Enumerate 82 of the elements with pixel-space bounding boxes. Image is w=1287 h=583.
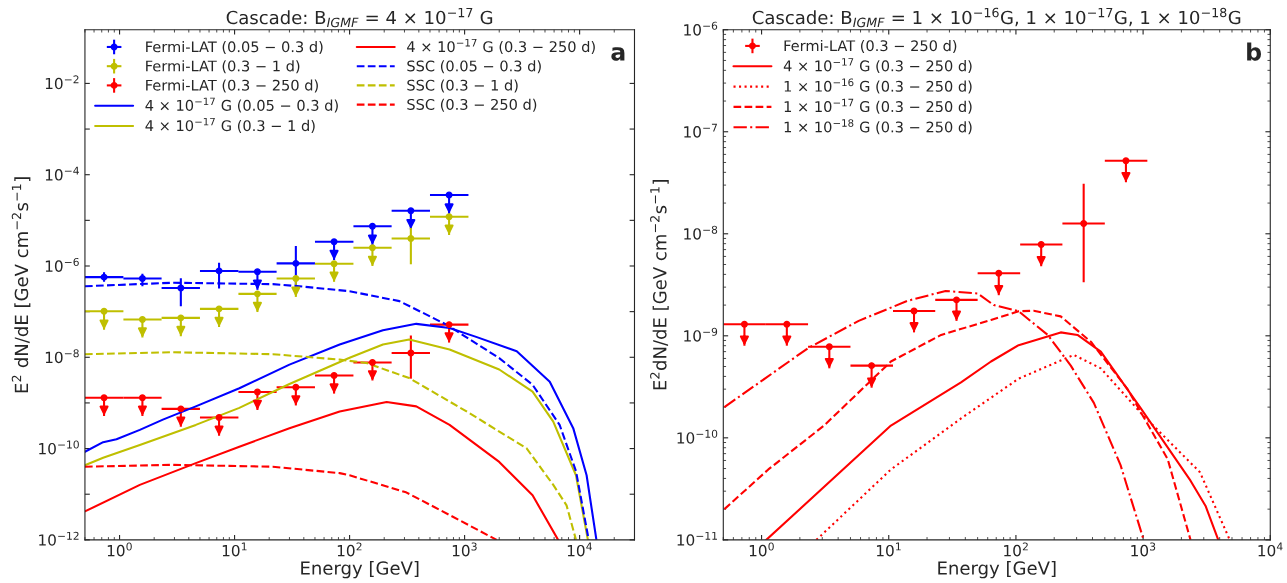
point — [215, 414, 223, 421]
point — [445, 213, 453, 221]
point — [177, 405, 185, 413]
x-tick-label: 10$^{3}$ — [452, 542, 477, 557]
y-tick-label: 10$^{−2}$ — [45, 75, 79, 90]
x-tick-label: 10$^{0}$ — [107, 542, 132, 557]
point — [1080, 220, 1088, 228]
point — [253, 388, 261, 396]
point — [292, 259, 300, 267]
point — [330, 238, 338, 246]
point — [868, 362, 876, 370]
point — [138, 275, 146, 283]
point — [783, 320, 791, 328]
point — [330, 371, 338, 379]
y-tick-label: 10$^{−9}$ — [684, 327, 718, 342]
x-tick-label: 10$^{3}$ — [1131, 542, 1156, 557]
x-axis-title: Energy [GeV] — [938, 560, 1056, 579]
y-tick-label: 10$^{−10}$ — [39, 440, 79, 455]
y-tick-label: 10$^{−6}$ — [45, 257, 79, 272]
point — [253, 290, 261, 298]
point — [368, 244, 376, 252]
point — [177, 284, 185, 292]
legend-label: Fermi-LAT (0.05 − 0.3 d) — [146, 40, 323, 54]
point — [100, 307, 108, 315]
legend-label: Fermi-LAT (0.3 − 1 d) — [146, 60, 300, 74]
point — [292, 275, 300, 283]
chart-title: Cascade: B$_{IGMF}$ = 4 × 10$^{−17}$ G — [226, 7, 493, 28]
point — [368, 358, 376, 366]
point — [407, 207, 415, 215]
legend-label: 1 × 10$^{−18}$ G (0.3 − 250 d) — [784, 119, 972, 135]
chart-title: Cascade: B$_{IGMF}$ = 1 × 10$^{−16}$G, 1 × 10$^{−17}$G, 1 × 10$^{−18}$G — [752, 7, 1241, 28]
point — [445, 191, 453, 199]
point — [995, 269, 1003, 277]
point — [407, 235, 415, 242]
legend-label: SSC (0.3 − 250 d) — [407, 98, 537, 112]
legend-label: Fermi-LAT (0.3 − 250 d) — [784, 39, 957, 53]
y-tick-label: 10$^{−6}$ — [684, 21, 718, 36]
legend-label: SSC (0.3 − 1 d) — [407, 79, 518, 93]
y-tick-label: 10$^{−11}$ — [677, 531, 717, 546]
y-tick-label: 10$^{−4}$ — [45, 166, 79, 181]
point — [292, 383, 300, 391]
legend-label: Fermi-LAT (0.3 − 250 d) — [146, 79, 318, 93]
x-axis-title: Energy [GeV] — [301, 560, 419, 579]
point — [1122, 157, 1130, 165]
x-tick-label: 10$^{1}$ — [876, 542, 901, 557]
point — [1037, 241, 1045, 248]
legend-label: 4 × 10$^{−17}$ G (0.3 − 1 d) — [145, 117, 315, 133]
y-axis-title: E$^{2}$dN/dE [GeV cm$^{−2}$s$^{−1}$] — [650, 180, 669, 390]
y-tick-label: 10$^{−12}$ — [39, 531, 79, 546]
point — [100, 394, 108, 402]
x-tick-label: 10$^{0}$ — [749, 542, 774, 557]
x-tick-label: 10$^{1}$ — [222, 542, 247, 557]
point — [138, 394, 146, 402]
legend-label: 4 × 10$^{−17}$ G (0.05 − 0.3 d) — [145, 97, 338, 113]
x-tick-label: 10$^{4}$ — [1258, 542, 1283, 557]
legend-label: 1 × 10$^{−17}$ G (0.3 − 250 d) — [784, 98, 972, 114]
x-tick-label: 10$^{2}$ — [1004, 542, 1028, 557]
legend-label: 4 × 10$^{−17}$ G (0.3 − 250 d) — [783, 58, 972, 74]
legend-label: 1 × 10$^{−16}$ G (0.3 − 250 d) — [784, 78, 972, 94]
point — [177, 314, 185, 322]
y-axis-title: E$^{2}$ dN/dE [GeV cm$^{−2}$s$^{−1}$] — [11, 177, 31, 393]
point — [740, 320, 748, 328]
point — [138, 316, 146, 324]
point — [825, 343, 833, 351]
point — [330, 260, 338, 268]
annotation: b — [1247, 42, 1262, 61]
y-tick-label: 10$^{−8}$ — [684, 225, 718, 240]
point — [445, 321, 453, 329]
y-tick-label: 10$^{−10}$ — [677, 429, 718, 444]
y-tick-label: 10$^{−8}$ — [45, 349, 79, 364]
point — [215, 267, 223, 275]
y-tick-label: 10$^{−7}$ — [684, 123, 717, 138]
annotation: a — [611, 47, 625, 61]
point — [953, 296, 960, 304]
point — [253, 268, 261, 276]
legend-label: 4 × 10$^{−17}$ G (0.3 − 250 d) — [407, 38, 595, 54]
legend-label: SSC (0.05 − 0.3 d) — [407, 60, 541, 74]
point — [368, 222, 376, 230]
x-tick-label: 10$^{2}$ — [337, 542, 362, 557]
point — [407, 349, 415, 357]
point — [215, 305, 223, 313]
x-tick-label: 10$^{4}$ — [567, 542, 592, 557]
